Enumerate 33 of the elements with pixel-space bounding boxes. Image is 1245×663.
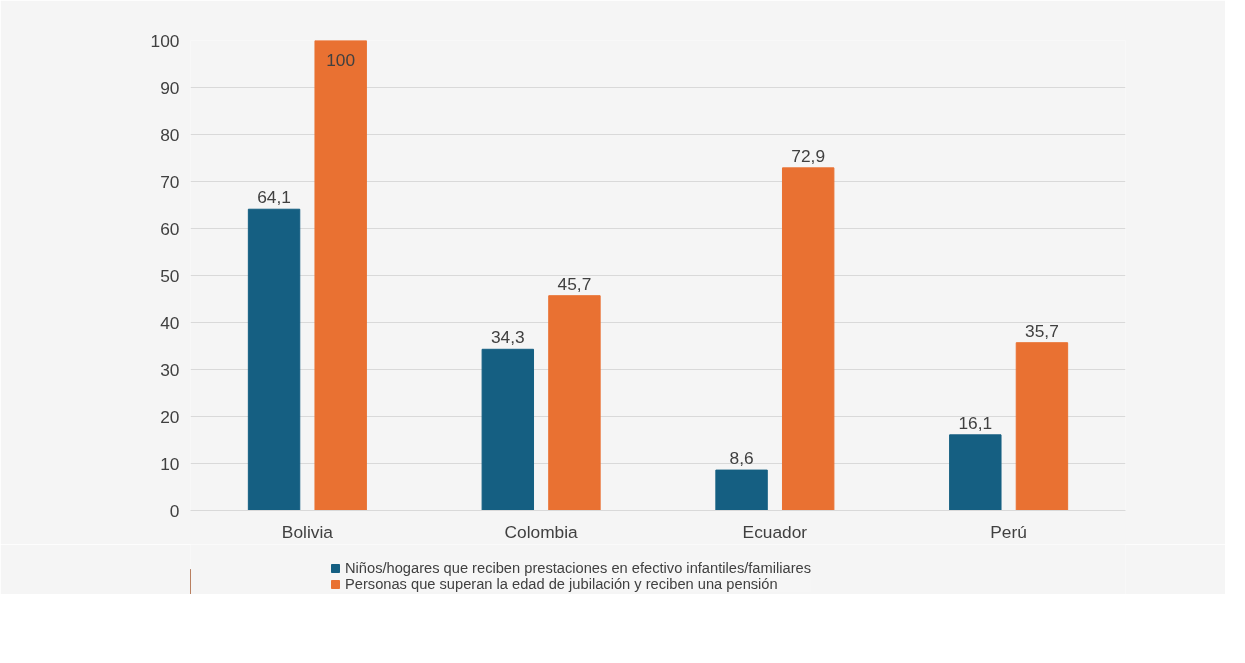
x-tick-label: Ecuador <box>742 521 808 542</box>
bar <box>548 295 601 511</box>
bar <box>481 348 535 511</box>
x-tick-label: Colombia <box>504 521 579 542</box>
y-tick-label: 40 <box>160 312 180 333</box>
bar <box>715 469 768 511</box>
bar <box>781 167 835 511</box>
data-label: 64,1 <box>257 187 291 208</box>
data-label: 45,7 <box>557 273 592 294</box>
y-tick-label: 20 <box>160 406 180 427</box>
legend-label: Personas que superan la edad de jubilación y reciben una pensión <box>345 576 778 592</box>
y-tick-label: 60 <box>160 218 180 239</box>
x-tick-label: Perú <box>990 521 1027 542</box>
data-label: 8,6 <box>729 448 754 469</box>
y-tick-label: 50 <box>160 265 180 286</box>
bar <box>1015 342 1069 511</box>
bar <box>247 208 301 511</box>
data-label: 16,1 <box>958 412 993 433</box>
y-tick-label: 0 <box>169 500 180 521</box>
legend-label: Niños/hogares que reciben prestaciones en efectivo infantiles/familiares <box>345 560 812 576</box>
bar <box>314 40 367 511</box>
x-tick-label: Bolivia <box>281 521 334 542</box>
data-label: 34,3 <box>490 327 525 348</box>
y-tick-label: 70 <box>160 171 180 192</box>
y-tick-label: 30 <box>160 359 180 380</box>
y-tick-label: 100 <box>150 30 180 51</box>
y-tick-label: 10 <box>160 453 180 474</box>
y-tick-label: 80 <box>160 124 180 145</box>
bar <box>949 434 1002 511</box>
y-tick-label: 90 <box>160 77 180 98</box>
data-label: 72,9 <box>791 145 826 166</box>
data-label: 35,7 <box>1025 320 1059 341</box>
data-label: 100 <box>326 49 356 70</box>
